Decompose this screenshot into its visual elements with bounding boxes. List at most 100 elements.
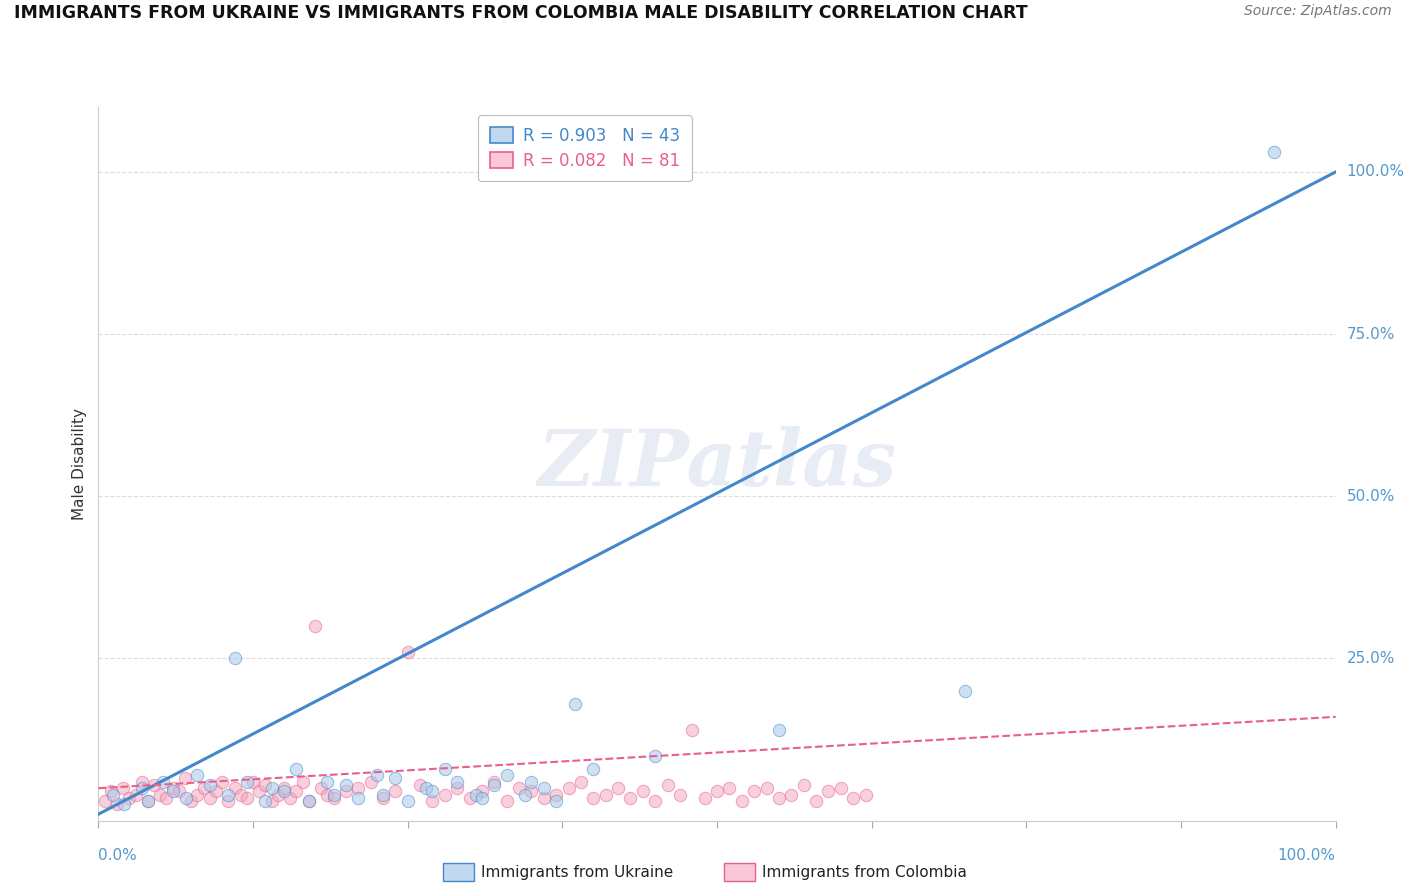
Point [136, 794, 159, 808]
Point [546, 788, 568, 802]
Point [273, 781, 295, 796]
Point [564, 697, 586, 711]
Text: 100.0%: 100.0% [1347, 164, 1405, 179]
Point [100, 784, 122, 798]
Point [742, 784, 765, 798]
Point [298, 794, 321, 808]
Point [347, 781, 370, 796]
Point [236, 774, 259, 789]
Point [669, 788, 692, 802]
Point [186, 788, 208, 802]
Point [681, 723, 703, 737]
Point [260, 794, 283, 808]
Point [396, 794, 419, 808]
Point [464, 788, 486, 802]
Point [152, 774, 174, 789]
Point [316, 788, 339, 802]
Point [93, 794, 115, 808]
Text: Immigrants from Colombia: Immigrants from Colombia [762, 865, 967, 880]
Point [254, 794, 277, 808]
Point [830, 781, 852, 796]
Point [229, 788, 252, 802]
Point [780, 788, 803, 802]
Point [254, 778, 277, 792]
Point [718, 781, 741, 796]
Point [793, 778, 815, 792]
Point [167, 784, 190, 798]
Point [582, 762, 605, 776]
Point [607, 781, 630, 796]
Point [706, 784, 728, 798]
Point [495, 794, 517, 808]
Point [198, 778, 221, 792]
Text: 25.0%: 25.0% [1347, 651, 1395, 666]
Point [495, 768, 517, 782]
Point [131, 774, 153, 789]
Point [247, 784, 270, 798]
Point [322, 788, 344, 802]
Point [217, 788, 239, 802]
Point [322, 791, 344, 805]
Point [224, 651, 246, 665]
Point [198, 791, 221, 805]
Point [842, 791, 865, 805]
Point [446, 774, 468, 789]
Point [817, 784, 839, 798]
Text: 75.0%: 75.0% [1347, 326, 1395, 342]
Point [118, 791, 141, 805]
Point [582, 791, 605, 805]
Point [953, 684, 976, 698]
Point [347, 791, 370, 805]
Point [371, 791, 394, 805]
Point [186, 768, 208, 782]
Point [180, 794, 202, 808]
Point [384, 784, 406, 798]
Point [755, 781, 778, 796]
Point [546, 794, 568, 808]
Point [149, 788, 172, 802]
Point [267, 788, 290, 802]
Point [557, 781, 579, 796]
Point [105, 797, 128, 812]
Point [174, 772, 197, 786]
Point [335, 778, 357, 792]
Text: 100.0%: 100.0% [1278, 848, 1336, 863]
Point [360, 774, 382, 789]
Text: ZIPatlas: ZIPatlas [537, 425, 897, 502]
Text: 0.0%: 0.0% [98, 848, 138, 863]
Point [422, 794, 444, 808]
Point [242, 774, 264, 789]
Point [657, 778, 679, 792]
Legend: R = 0.903   N = 43, R = 0.082   N = 81: R = 0.903 N = 43, R = 0.082 N = 81 [478, 115, 692, 181]
Point [224, 781, 246, 796]
Point [484, 778, 506, 792]
Point [515, 788, 537, 802]
Point [533, 791, 555, 805]
Point [193, 781, 215, 796]
Point [112, 781, 135, 796]
Point [508, 781, 530, 796]
Point [217, 794, 239, 808]
Point [569, 774, 592, 789]
Point [433, 788, 456, 802]
Point [693, 791, 716, 805]
Point [520, 774, 543, 789]
Point [619, 791, 641, 805]
Y-axis label: Male Disability: Male Disability [72, 408, 87, 520]
Point [143, 778, 166, 792]
Point [533, 781, 555, 796]
Point [309, 781, 332, 796]
Point [768, 791, 790, 805]
Point [484, 774, 506, 789]
Point [291, 774, 314, 789]
Point [103, 788, 125, 802]
Point [1263, 145, 1285, 160]
Point [595, 788, 617, 802]
Point [112, 797, 135, 812]
Point [285, 762, 308, 776]
Point [136, 794, 159, 808]
Text: Immigrants from Ukraine: Immigrants from Ukraine [481, 865, 673, 880]
Point [384, 772, 406, 786]
Point [396, 645, 419, 659]
Point [855, 788, 877, 802]
